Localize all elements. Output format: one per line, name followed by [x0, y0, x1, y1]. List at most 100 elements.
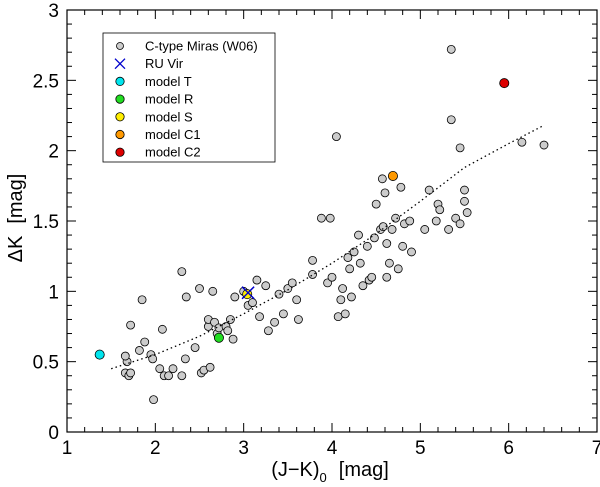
- data-point: [349, 247, 359, 257]
- data-point: [336, 295, 346, 305]
- data-point: [205, 362, 215, 372]
- data-point: [325, 213, 335, 223]
- data-point: [382, 272, 392, 282]
- legend-marker: [115, 129, 125, 140]
- data-point-cross-top: [241, 286, 255, 300]
- legend-marker: [115, 76, 125, 87]
- data-point: [369, 233, 379, 243]
- data-point: [180, 354, 190, 364]
- x-tick-label: 4: [327, 438, 338, 459]
- data-point: [385, 258, 394, 268]
- data-point: [396, 182, 406, 192]
- legend-box: [102, 32, 276, 163]
- data-point: [248, 298, 257, 307]
- data-point: [157, 324, 167, 334]
- data-point: [148, 354, 158, 364]
- data-point: [435, 205, 445, 215]
- legend-marker: [116, 42, 124, 50]
- y-tick-label: 0: [48, 423, 59, 444]
- data-point: [327, 272, 337, 282]
- data-point: [420, 225, 430, 234]
- data-point: [279, 309, 288, 319]
- data-point: [446, 44, 456, 54]
- data-point: [195, 284, 204, 293]
- data-point: [135, 346, 144, 355]
- data-points-layer: [94, 44, 549, 405]
- data-point: [393, 264, 403, 274]
- x-tick-label: 7: [592, 438, 600, 459]
- y-tick-label: 1.5: [33, 212, 59, 233]
- data-point: [228, 334, 238, 344]
- data-point: [340, 309, 350, 319]
- data-point: [424, 185, 434, 195]
- data-point: [94, 349, 105, 360]
- data-point: [407, 247, 416, 257]
- data-point: [431, 216, 441, 226]
- data-point: [292, 295, 302, 305]
- legend-label: model R: [145, 92, 193, 107]
- legend-marker-cross: [114, 58, 126, 70]
- data-point: [517, 137, 527, 147]
- x-tick-label: 6: [503, 438, 514, 459]
- y-tick-labels: 0 0.5 1 1.5 2 2.5 3: [33, 1, 59, 444]
- data-point: [164, 371, 173, 381]
- data-point: [455, 143, 465, 153]
- y-axis-label-unit: [mag]: [5, 174, 27, 224]
- x-axis-label-subscript: 0: [320, 470, 327, 485]
- data-point: [126, 368, 136, 378]
- data-point: [263, 326, 273, 336]
- data-point: [308, 270, 317, 279]
- data-point: [294, 315, 303, 324]
- data-point: [338, 284, 348, 293]
- legend-marker: [115, 94, 125, 104]
- data-point: [332, 132, 341, 142]
- data-point: [355, 258, 365, 268]
- data-point: [270, 317, 279, 327]
- data-point: [362, 241, 372, 251]
- data-point: [398, 241, 408, 251]
- data-point: [446, 115, 456, 125]
- data-point: [177, 267, 187, 277]
- data-point: [343, 253, 353, 262]
- data-point: [444, 225, 454, 234]
- y-tick-label: 0.5: [33, 353, 59, 374]
- axis-ticks-layer: [66, 9, 598, 433]
- data-point: [223, 326, 233, 336]
- y-axis-label-main: ΔK: [5, 235, 27, 262]
- y-tick-label: 2.5: [33, 71, 59, 92]
- data-point: [126, 320, 136, 330]
- data-point: [371, 199, 381, 209]
- data-point: [462, 208, 472, 217]
- data-point: [120, 351, 130, 361]
- data-point: [347, 292, 356, 302]
- data-point: [190, 343, 200, 353]
- x-axis-label: (J−K)0 [mag]: [271, 459, 389, 485]
- data-point: [405, 216, 415, 226]
- x-axis-label-main: (J−K): [271, 459, 319, 481]
- data-point: [367, 272, 377, 282]
- data-point: [252, 275, 262, 285]
- data-point: [177, 371, 187, 381]
- legend-label: model C1: [145, 127, 201, 142]
- data-point: [274, 289, 284, 299]
- data-point: [345, 264, 355, 274]
- legend: C-type Miras (W06) RU Vir model T model R mo…: [102, 32, 276, 163]
- y-axis-label: ΔK [mag]: [5, 174, 27, 263]
- data-point: [149, 395, 158, 405]
- data-point: [255, 312, 264, 322]
- x-tick-label: 2: [150, 438, 161, 459]
- y-tick-label: 3: [48, 1, 59, 22]
- data-point: [380, 188, 390, 198]
- x-tick-label: 5: [415, 438, 426, 459]
- data-point: [316, 213, 326, 223]
- data-point: [382, 239, 392, 248]
- legend-label: model C2: [145, 145, 201, 160]
- data-point: [460, 185, 469, 195]
- data-point: [539, 140, 549, 150]
- data-point: [378, 222, 388, 232]
- data-point: [354, 230, 363, 240]
- legend-marker: [115, 112, 125, 122]
- legend-label: model T: [145, 74, 192, 89]
- legend-label: C-type Miras (W06): [145, 39, 258, 54]
